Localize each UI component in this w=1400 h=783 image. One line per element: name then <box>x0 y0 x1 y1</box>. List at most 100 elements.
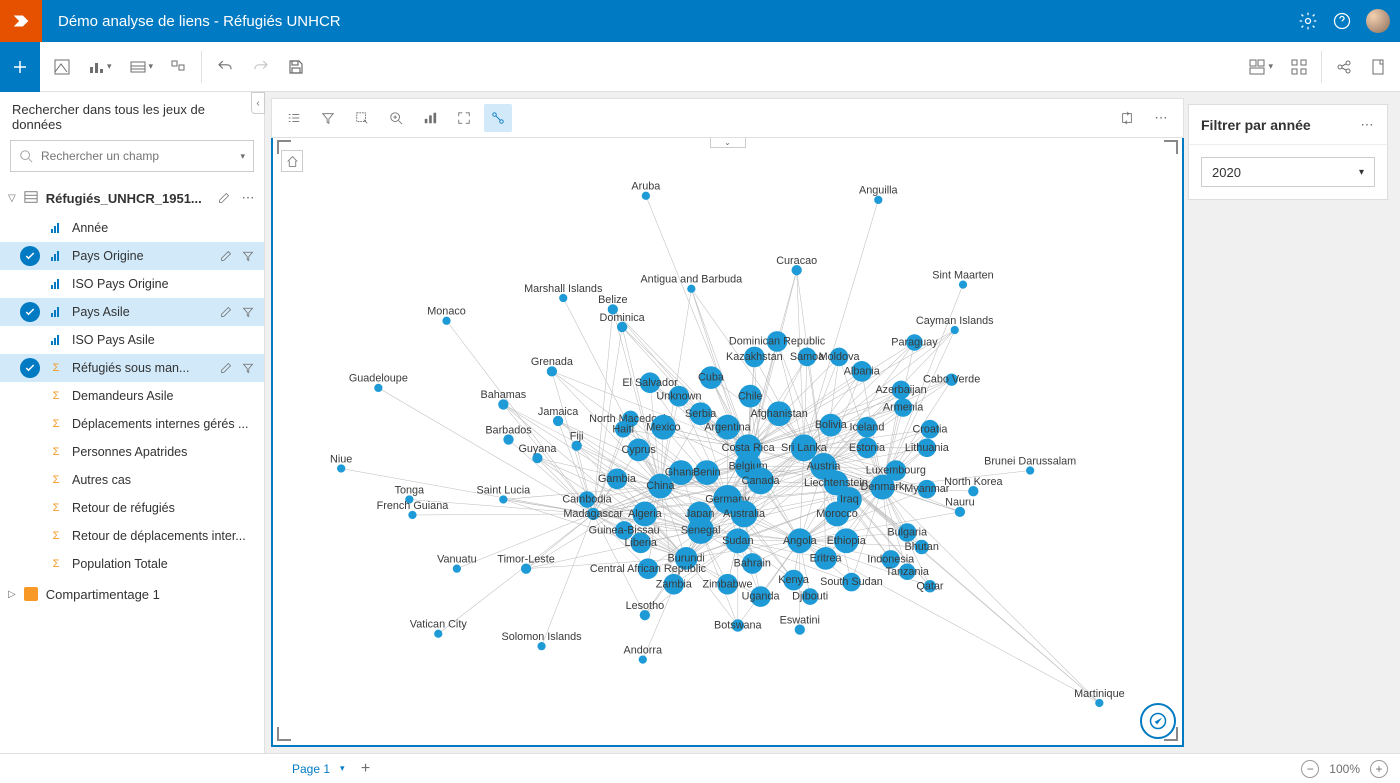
cards-button[interactable] <box>171 59 187 75</box>
search-dropdown-icon[interactable]: ▾ <box>240 151 245 162</box>
card-filter-icon[interactable] <box>314 104 342 132</box>
help-icon[interactable] <box>1332 11 1352 31</box>
field-row[interactable]: ΣRetour de réfugiés <box>0 494 264 522</box>
svg-text:Monaco: Monaco <box>427 306 466 318</box>
field-check-icon <box>20 330 40 350</box>
dataset-more-icon[interactable]: ⋯ <box>240 190 256 206</box>
field-row[interactable]: ΣRetour de déplacements inter... <box>0 522 264 550</box>
field-check-icon <box>20 358 40 378</box>
expand-compartment-icon[interactable]: ▷ <box>8 589 16 600</box>
search-input-wrapper[interactable]: ▾ <box>10 140 254 172</box>
home-extent-icon[interactable] <box>281 150 303 172</box>
text-field-icon <box>48 307 64 317</box>
add-page-button[interactable]: + <box>355 758 377 780</box>
compartment-header[interactable]: ▷ Compartimentage 1 <box>0 578 264 610</box>
sum-field-icon: Σ <box>48 558 64 570</box>
field-row[interactable]: Σ Personnes Apatrides <box>0 438 264 466</box>
year-select[interactable]: 2020 ▾ <box>1201 157 1375 187</box>
share-model-button[interactable] <box>1336 59 1352 75</box>
undo-button[interactable] <box>216 58 234 76</box>
sum-field-icon: Σ <box>48 418 64 430</box>
expand-tab-icon[interactable]: ⌄ <box>710 138 746 148</box>
rename-dataset-icon[interactable] <box>216 192 232 204</box>
svg-text:Antigua and Barbuda: Antigua and Barbuda <box>640 274 743 286</box>
field-row[interactable]: ΣPopulation Totale <box>0 550 264 578</box>
compartment-name: Compartimentage 1 <box>46 587 256 602</box>
field-label: Réfugiés sous man... <box>72 361 210 375</box>
field-row[interactable]: Σ Réfugiés sous man... <box>0 354 264 382</box>
zoom-level: 100% <box>1329 762 1360 776</box>
card-toolbar: ⋯ <box>271 98 1184 138</box>
field-row[interactable]: Année <box>0 214 264 242</box>
share-card-button[interactable] <box>1140 703 1176 739</box>
redo-button[interactable] <box>252 58 270 76</box>
filter-panel: Filtrer par année ⋯ 2020 ▾ <box>1188 104 1388 200</box>
zoom-tool-icon[interactable] <box>382 104 410 132</box>
zoom-in-button[interactable]: + <box>1370 760 1388 778</box>
sum-field-icon: Σ <box>48 362 64 374</box>
footer: Page 1 ▾ + − 100% + <box>0 753 1400 783</box>
export-button[interactable] <box>1370 59 1386 75</box>
resize-handle-tr[interactable] <box>1164 140 1178 154</box>
flip-card-icon[interactable] <box>1113 104 1141 132</box>
dataset-header[interactable]: ▽ Réfugiés_UNHCR_1951... ⋯ <box>0 182 264 214</box>
text-field-icon <box>48 251 64 261</box>
svg-text:Solomon Islands: Solomon Islands <box>502 631 583 643</box>
link-analysis-icon[interactable] <box>484 104 512 132</box>
field-label: Pays Origine <box>72 249 210 263</box>
table-button[interactable]: ▾ <box>130 59 154 75</box>
field-row[interactable]: ΣAutres cas <box>0 466 264 494</box>
field-check-icon <box>20 526 40 546</box>
fullscreen-icon[interactable] <box>450 104 478 132</box>
resize-handle-bl[interactable] <box>277 727 291 741</box>
link-chart-card[interactable]: ⋯ ⌄ ArubaAnguillaMarshall IslandsAntigua… <box>271 98 1184 747</box>
network-chart[interactable]: ArubaAnguillaMarshall IslandsAntigua and… <box>273 140 1182 745</box>
page-tab[interactable]: Page 1 <box>292 762 330 776</box>
field-check-icon <box>20 386 40 406</box>
app-logo <box>0 0 42 42</box>
legend-icon[interactable] <box>280 104 308 132</box>
field-label: Année <box>72 221 256 235</box>
gear-icon[interactable] <box>1298 11 1318 31</box>
map-button[interactable] <box>54 59 70 75</box>
chart-button[interactable]: ▾ <box>88 59 112 75</box>
field-row[interactable]: Pays Origine <box>0 242 264 270</box>
card-more-icon[interactable]: ⋯ <box>1147 104 1175 132</box>
field-row[interactable]: ΣDéplacements internes gérés ... <box>0 410 264 438</box>
svg-text:Tonga: Tonga <box>395 484 425 496</box>
new-button[interactable] <box>0 42 40 92</box>
field-label: Autres cas <box>72 473 256 487</box>
field-row[interactable]: Pays Asile <box>0 298 264 326</box>
zoom-out-button[interactable]: − <box>1301 760 1319 778</box>
stats-icon[interactable] <box>416 104 444 132</box>
svg-text:Aruba: Aruba <box>631 181 661 193</box>
grid-button[interactable] <box>1291 59 1307 75</box>
search-input[interactable] <box>41 149 232 163</box>
filter-field-icon[interactable] <box>240 362 256 374</box>
edit-field-icon[interactable] <box>218 306 234 318</box>
field-label: ISO Pays Origine <box>72 277 256 291</box>
filter-field-icon[interactable] <box>240 250 256 262</box>
select-icon[interactable] <box>348 104 376 132</box>
collapse-dataset-icon[interactable]: ▽ <box>8 193 16 204</box>
sum-field-icon: Σ <box>48 446 64 458</box>
filter-field-icon[interactable] <box>240 306 256 318</box>
geo-icon <box>24 587 38 601</box>
edit-field-icon[interactable] <box>218 250 234 262</box>
field-row[interactable]: ISO Pays Origine <box>0 270 264 298</box>
save-icon[interactable] <box>288 59 304 75</box>
user-avatar[interactable] <box>1366 9 1390 33</box>
sidebar-collapse-button[interactable]: ‹ <box>251 92 265 114</box>
field-row[interactable]: ΣDemandeurs Asile <box>0 382 264 410</box>
sum-field-icon: Σ <box>48 502 64 514</box>
edit-field-icon[interactable] <box>218 362 234 374</box>
layout-button[interactable]: ▾ <box>1249 59 1273 75</box>
filter-more-icon[interactable]: ⋯ <box>1359 117 1375 133</box>
svg-text:Andorra: Andorra <box>624 644 664 656</box>
page-dropdown-icon[interactable]: ▾ <box>340 763 345 774</box>
field-label: ISO Pays Asile <box>72 333 256 347</box>
app-title: Démo analyse de liens - Réfugiés UNHCR <box>58 13 1298 30</box>
field-label: Personnes Apatrides <box>72 445 256 459</box>
filter-title: Filtrer par année <box>1201 117 1311 133</box>
field-row[interactable]: ISO Pays Asile <box>0 326 264 354</box>
